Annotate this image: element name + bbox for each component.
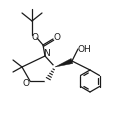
Text: N: N: [43, 49, 49, 58]
Polygon shape: [55, 59, 73, 67]
Text: O: O: [53, 33, 60, 42]
Text: O: O: [31, 33, 38, 42]
Text: OH: OH: [77, 44, 91, 53]
Text: O: O: [23, 79, 30, 88]
